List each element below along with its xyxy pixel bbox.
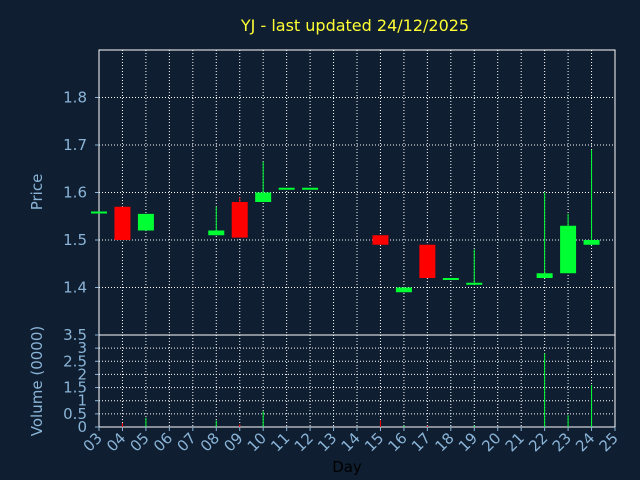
price-tick-label: 1.6	[63, 184, 87, 202]
x-tick-label: 17	[408, 429, 434, 455]
price-panel: 1.8 1.7 1.6 1.5 1.4	[63, 49, 616, 336]
candle	[442, 278, 459, 280]
x-tick-label: 09	[220, 429, 246, 455]
candle	[137, 213, 154, 231]
x-tick-label: 14	[338, 429, 364, 455]
candle	[395, 287, 412, 293]
x-tick-label: 24	[572, 429, 598, 455]
volume-tick-label: 3.5	[63, 326, 87, 344]
x-axis: 0304050607080910111213141516171819202122…	[80, 427, 622, 455]
x-tick-label: 15	[361, 429, 387, 455]
volume-panel: 3.532.521.510.50	[63, 326, 616, 436]
candle-body	[372, 235, 389, 245]
candle	[91, 211, 107, 214]
candle-body	[560, 225, 577, 274]
x-tick-label: 12	[291, 429, 317, 455]
x-tick-label: 08	[197, 429, 223, 455]
candle-body	[302, 187, 319, 190]
x-tick-label: 25	[596, 429, 622, 455]
x-axis-label: Day	[332, 458, 362, 476]
price-tick-label: 1.5	[63, 231, 87, 249]
volume-axis-label: Volume (0000)	[28, 326, 46, 436]
price-tick-label: 1.8	[63, 89, 87, 107]
candle-body	[231, 202, 248, 238]
x-tick-label: 18	[431, 429, 457, 455]
x-tick-label: 23	[549, 429, 575, 455]
candle	[560, 213, 577, 274]
x-tick-label: 04	[103, 429, 129, 455]
x-tick-label: 13	[314, 429, 340, 455]
candle-body	[255, 192, 272, 202]
x-tick-label: 19	[455, 429, 481, 455]
x-tick-label: 10	[244, 429, 270, 455]
candle-body	[278, 187, 295, 190]
volume-tick-label: 2	[77, 365, 87, 383]
chart-title: YJ - last updated 24/12/2025	[240, 16, 469, 35]
candle-body	[419, 244, 436, 278]
volume-tick-label: 3	[77, 339, 87, 357]
x-tick-label: 22	[525, 429, 551, 455]
candle-body	[395, 287, 412, 293]
volume-tick-label: 0.5	[63, 405, 87, 423]
price-tick-label: 1.4	[63, 279, 87, 297]
candle-body	[583, 240, 600, 245]
volume-tick-label: 1	[77, 392, 87, 410]
candle-body	[442, 278, 459, 280]
price-tick-label: 1.7	[63, 136, 87, 154]
candle	[255, 161, 272, 202]
candle-body	[208, 230, 225, 236]
candle-body	[466, 282, 483, 285]
volume-tick-label: 1.5	[63, 379, 87, 397]
candle	[208, 206, 225, 236]
x-tick-label: 07	[173, 429, 199, 455]
candle	[114, 206, 131, 240]
candle	[419, 244, 436, 278]
candle	[278, 187, 295, 190]
x-tick-label: 21	[502, 429, 528, 455]
candle-body	[536, 273, 553, 278]
candle	[372, 235, 389, 245]
x-tick-label: 11	[267, 429, 293, 455]
candle	[466, 249, 483, 285]
candle-body	[91, 211, 107, 214]
x-tick-label: 05	[127, 429, 153, 455]
price-axis-label: Price	[28, 174, 46, 211]
x-tick-label: 16	[385, 429, 411, 455]
candle	[583, 149, 600, 245]
x-tick-label: 06	[150, 429, 176, 455]
candle-body	[114, 206, 131, 240]
candle-body	[137, 213, 154, 231]
volume-tick-label: 2.5	[63, 352, 87, 370]
volume-tick-label: 0	[77, 418, 87, 436]
candle	[231, 197, 248, 238]
x-tick-label: 20	[478, 429, 504, 455]
candle	[302, 187, 319, 190]
candle	[536, 192, 553, 278]
